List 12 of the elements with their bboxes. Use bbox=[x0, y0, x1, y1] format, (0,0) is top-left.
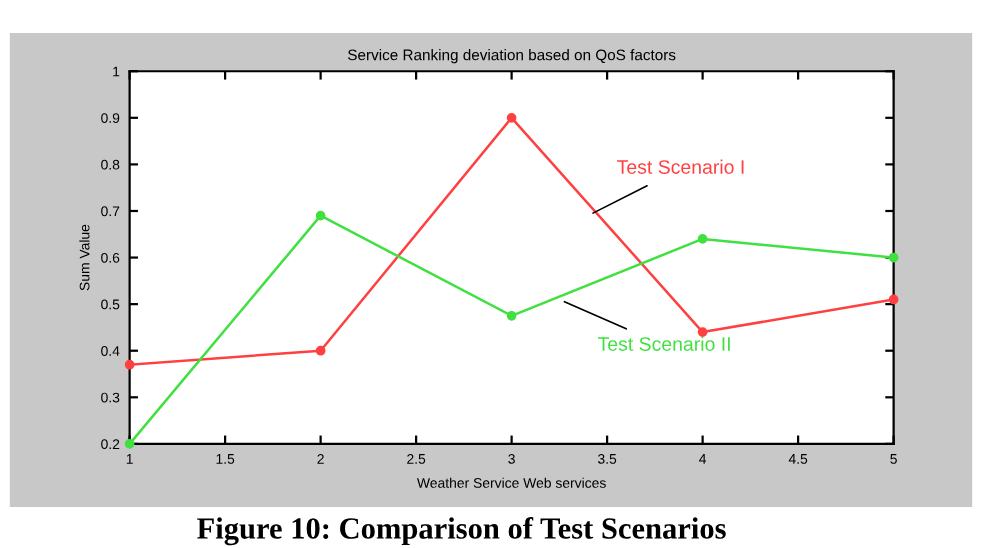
point bbox=[697, 234, 708, 244]
point bbox=[315, 210, 326, 221]
text: Test Scenario I bbox=[617, 159, 744, 174]
point bbox=[888, 294, 899, 305]
caption: Figure 10: Comparison of Test Scenarios bbox=[197, 517, 726, 546]
text: Test Scenario II bbox=[598, 336, 730, 351]
point bbox=[124, 359, 135, 370]
point bbox=[506, 310, 517, 321]
point bbox=[315, 345, 326, 356]
point bbox=[697, 327, 708, 337]
point bbox=[888, 252, 899, 263]
point bbox=[506, 112, 517, 123]
